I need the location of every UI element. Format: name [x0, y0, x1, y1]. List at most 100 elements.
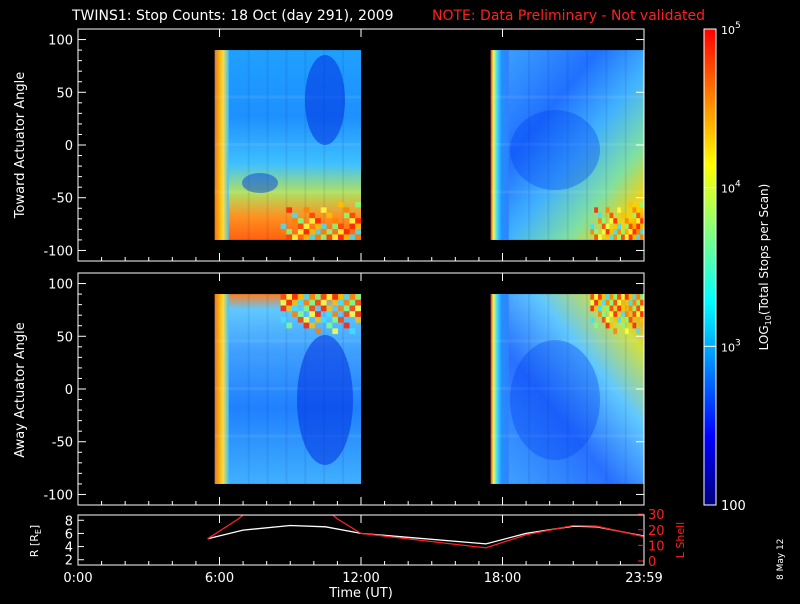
heatmap-noise-cell [613, 299, 618, 306]
heatmap-noise-cell [609, 294, 614, 300]
heatmap-streak [266, 50, 269, 240]
orbit-right-tick-label: 0 [648, 555, 656, 570]
orbit-left-label: R [RE] [28, 525, 43, 557]
toward-heatmap [214, 50, 644, 240]
heatmap-noise-cell [286, 234, 293, 240]
cold-patch [510, 340, 600, 460]
away-heatmap [214, 294, 644, 484]
toward-y-label: Toward Actuator Angle [13, 72, 28, 219]
heatmap-streak [566, 294, 569, 484]
heatmap-noise-cell [292, 212, 298, 219]
heatmap-edge-strip [490, 50, 509, 240]
heatmap-noise-cell [621, 229, 625, 235]
heatmap-streak [247, 294, 250, 484]
heatmap-noise-cell [309, 294, 316, 300]
heatmap-noise-cell [640, 311, 644, 317]
cold-patch [242, 173, 278, 193]
heatmap-streak [266, 294, 269, 484]
heatmap-noise-cell [624, 299, 629, 306]
heatmap-streak [586, 50, 589, 240]
heatmap-noise-cell [349, 223, 356, 230]
y-tick-label: -50 [52, 192, 73, 207]
heatmap-noise-cell [605, 207, 610, 213]
heatmap-noise-cell [590, 299, 595, 306]
heatmap-band [490, 339, 644, 343]
orbit-left-tick-label: 6 [65, 527, 73, 542]
heatmap-noise-cell [286, 207, 293, 213]
orbit-lines [207, 515, 644, 549]
heatmap-noise-cell [338, 299, 344, 306]
heatmap-noise-cell [594, 229, 599, 235]
cold-patch [510, 110, 600, 190]
heatmap-noise-cell [613, 223, 618, 230]
heatmap-noise-cell [636, 294, 641, 300]
colorbar-label: LOG10(Total Stops per Scan) [757, 184, 773, 351]
heatmap-noise-cell [617, 234, 622, 240]
heatmap-noise-cell [601, 294, 606, 300]
heatmap-noise-cell [338, 229, 344, 235]
heatmap-streak [605, 50, 608, 240]
heatmap-noise-cell [326, 294, 333, 300]
heatmap-noise-cell [297, 299, 304, 306]
heatmap-streak [323, 50, 326, 240]
orbit-right-tick-label: 20 [648, 524, 665, 539]
heatmap-noise-cell [326, 322, 333, 329]
heatmap-band [214, 387, 361, 390]
heatmap-noise-cell [617, 229, 622, 235]
heatmap-noise-cell [355, 305, 361, 312]
heatmap-noise-cell [640, 201, 644, 208]
heatmap-noise-cell [624, 328, 629, 335]
heatmap-noise-cell [338, 201, 344, 208]
x-tick-label: 12:00 [342, 571, 379, 586]
heatmap-noise-cell [297, 223, 304, 230]
heatmap-noise-cell [355, 294, 361, 300]
heatmap-noise-cell [624, 316, 629, 323]
heatmap-band [214, 95, 361, 99]
heatmap-noise-cell [280, 223, 287, 230]
heatmap-noise-cell [338, 316, 344, 323]
heatmap-noise-cell [280, 299, 287, 306]
heatmap-noise-cell [613, 328, 618, 335]
heatmap-streak [342, 50, 345, 240]
orbit-left-tick-label: 4 [65, 541, 73, 556]
heatmap-noise-cell [309, 234, 316, 240]
heatmap-noise-cell [605, 316, 610, 323]
heatmap-noise-cell [632, 234, 637, 240]
y-tick-label: -100 [43, 244, 73, 259]
heatmap-band [490, 143, 644, 146]
heatmap-noise-cell [343, 207, 350, 213]
heatmap-noise-cell [609, 305, 614, 312]
heatmap-noise-cell [297, 229, 304, 235]
heatmap-streak [586, 294, 589, 484]
heatmap-noise-cell [338, 294, 344, 300]
heatmap-noise-cell [280, 294, 287, 300]
heatmap-noise-cell [621, 234, 625, 240]
heatmap-noise-cell [332, 299, 339, 306]
heatmap-noise-cell [320, 316, 327, 323]
heatmap-noise-cell [286, 322, 293, 329]
heatmap-noise-cell [320, 299, 327, 306]
y-tick-label: 50 [56, 86, 73, 101]
x-tick-label: 18:00 [484, 571, 521, 586]
heatmap-noise-cell [320, 294, 327, 300]
x-tick-label: 0:00 [63, 571, 92, 586]
heatmap-noise-cell [636, 305, 641, 312]
heatmap-noise-cell [326, 212, 333, 219]
x-axis-label: Time (UT) [328, 586, 393, 600]
heatmap-noise-cell [628, 316, 633, 323]
heatmap-noise-cell [303, 207, 310, 213]
heatmap-streak [285, 294, 288, 484]
colorbar-tick-label: 104 [721, 180, 741, 196]
heatmap-streak [285, 50, 288, 240]
heatmap-noise-cell [594, 322, 599, 329]
cold-patch [305, 55, 345, 145]
heatmap-noise-cell [636, 299, 641, 306]
heatmap-noise-cell [309, 212, 316, 219]
heatmap-noise-cell [320, 229, 327, 235]
heatmap-noise-cell [315, 223, 321, 230]
heatmap-noise-cell [343, 299, 350, 306]
heatmap-noise-cell [613, 218, 618, 224]
time-axis: 0:00 6:00 12:00 18:00 23:59 [63, 29, 663, 586]
